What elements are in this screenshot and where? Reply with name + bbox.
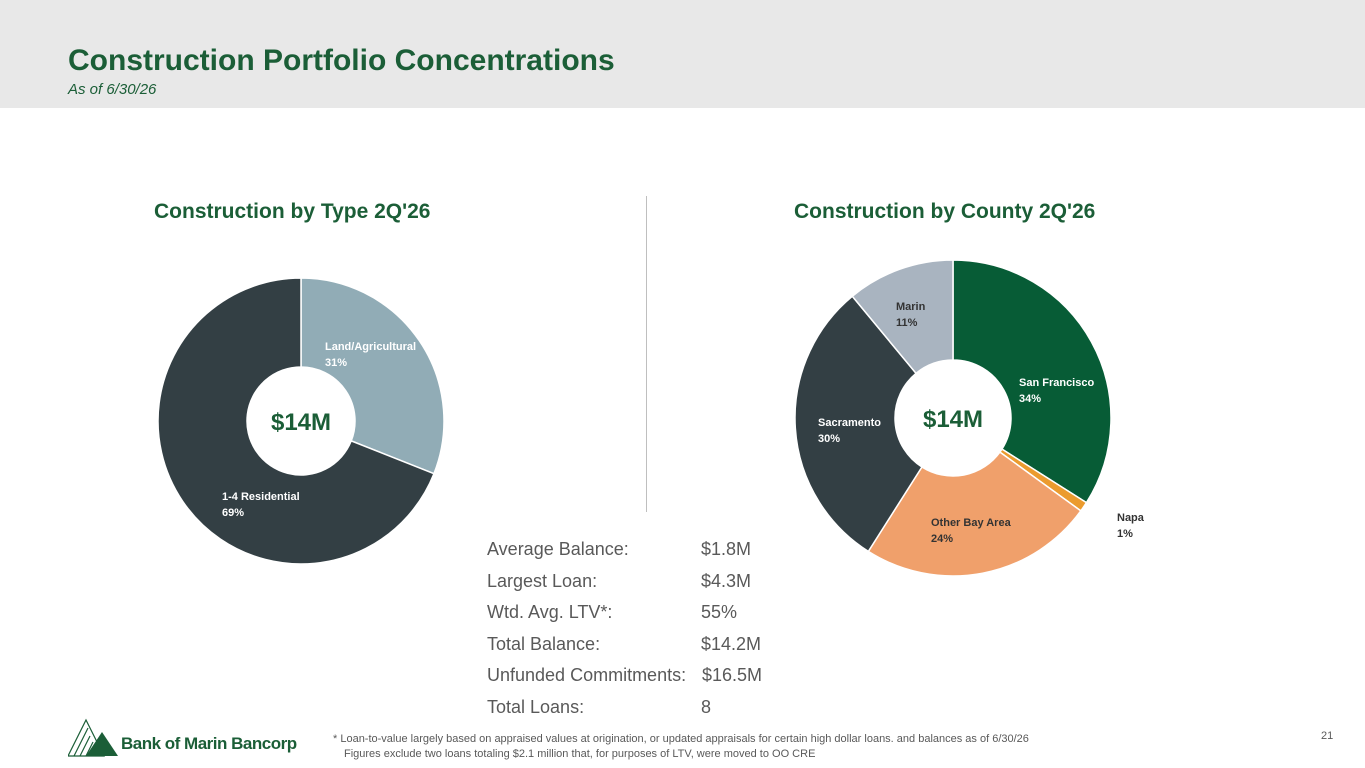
stat-value: $16.5M (702, 665, 763, 685)
stat-value: 8 (701, 696, 712, 717)
page-number: 21 (1321, 730, 1334, 742)
slice-1-4-residential (157, 277, 435, 565)
type-donut-chart: Land/Agricultural 31% 1-4 Residential 69% $1… (157, 277, 445, 565)
page-subtitle: As of 6/30/26 (68, 81, 157, 98)
stat-label: Largest Loan: (487, 570, 598, 591)
stat-label: Unfunded Commitments: (487, 665, 687, 685)
county-chart-title: Construction by County 2Q'26 (794, 200, 1096, 223)
stat-value: $1.8M (701, 539, 752, 559)
mountain-logo-icon (68, 718, 118, 757)
center-total-label: $14M (923, 406, 983, 433)
bank-logo: Bank of Marin Bancorp (68, 718, 297, 758)
stat-label: Average Balance: (487, 539, 629, 559)
stat-value: $4.3M (701, 570, 752, 591)
stat-label: Total Balance: (487, 633, 601, 654)
stat-value: $14.2M (701, 633, 762, 654)
stat-value: 55% (701, 602, 738, 622)
slice-other-bay-area (867, 451, 1082, 577)
slice-label-napa: Napa 1% (1117, 512, 1145, 540)
footnote-line-2: Figures exclude two loans totaling $2.1 … (344, 748, 816, 760)
slice-land-agricultural (300, 277, 445, 475)
footnote: * Loan-to-value largely based on apprais… (333, 732, 1029, 762)
stat-label: Total Loans: (487, 696, 585, 717)
type-chart-title: Construction by Type 2Q'26 (154, 200, 431, 223)
slice-marin (851, 259, 954, 375)
slice-label-other-bay-area: Other Bay Area 24% (931, 517, 1012, 545)
footnote-line-1: * Loan-to-value largely based on apprais… (333, 733, 1029, 745)
logo-text: Bank of Marin Bancorp (121, 734, 297, 753)
page-title: Construction Portfolio Concentrations (68, 44, 615, 77)
slice-san-francisco (952, 259, 1112, 504)
slice-sacramento (794, 295, 923, 553)
header-band: Construction Portfolio Concentrations As… (0, 0, 1365, 108)
chart-divider (646, 196, 647, 512)
county-donut-chart: San Francisco 34% Napa 1% Other Bay Area 24% S… (794, 259, 1145, 577)
slice-label-land-agricultural: Land/Agricultural 31% (325, 341, 416, 369)
slice-label-1-4-residential: 1-4 Residential 69% (222, 491, 300, 519)
stat-label: Wtd. Avg. LTV*: (487, 602, 613, 622)
slice-label-marin: Marin 11% (896, 301, 926, 329)
slice-label-san-francisco: San Francisco 34% (1019, 377, 1094, 405)
slice-label-sacramento: Sacramento 30% (818, 417, 881, 445)
center-total-label: $14M (271, 409, 331, 436)
